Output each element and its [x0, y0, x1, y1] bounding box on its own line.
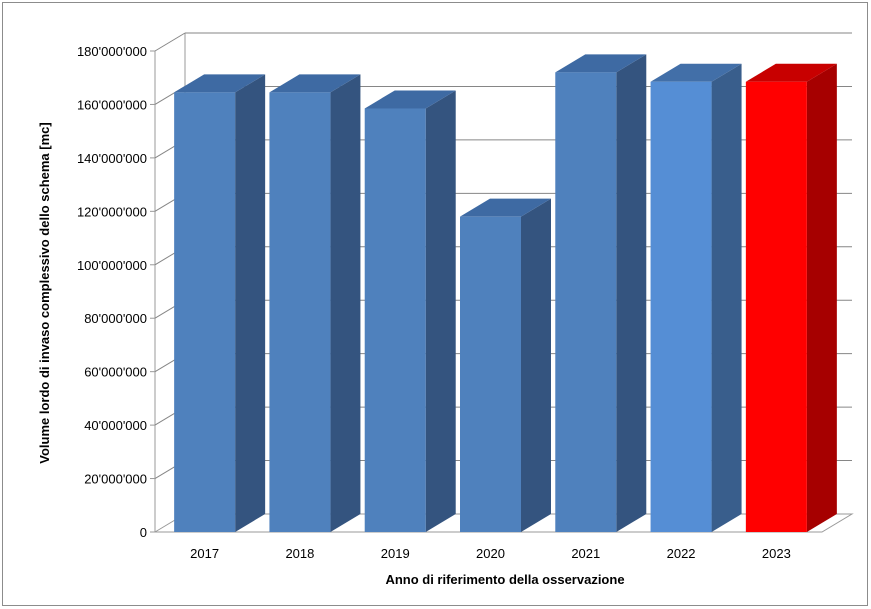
bar-side-face — [806, 63, 837, 532]
bar-2023 — [745, 63, 837, 532]
bar-2020 — [460, 198, 551, 532]
bar-side-face — [425, 90, 456, 533]
bar-top-face — [555, 54, 647, 73]
y-tick-label: 140'000'000 — [77, 151, 147, 166]
bar-2021 — [555, 54, 647, 532]
x-tick-label: 2018 — [285, 546, 314, 561]
bar-2017 — [174, 74, 266, 533]
bar-side-face — [235, 74, 266, 533]
bar-front-face — [269, 92, 331, 533]
y-tick-label: 80'000'000 — [84, 311, 147, 326]
y-tick-label: 0 — [140, 525, 147, 540]
x-tick-label: 2019 — [381, 546, 410, 561]
bar-front-face — [650, 81, 712, 532]
y-tick-label: 60'000'000 — [84, 365, 147, 380]
y-tick-label: 100'000'000 — [77, 258, 147, 273]
bar-side-face — [521, 198, 551, 532]
gridline-slant — [154, 32, 186, 52]
bar-front-face — [555, 72, 617, 532]
x-axis-tick-labels: 2017 2018 2019 2020 2021 2022 2023 — [190, 546, 791, 561]
bar-front-face — [745, 81, 807, 532]
x-tick-label: 2017 — [190, 546, 219, 561]
bar-top-face — [745, 63, 837, 82]
x-tick-label: 2021 — [571, 546, 600, 561]
y-axis-title: Volume lordo di invaso complessivo dello… — [37, 122, 52, 463]
bar-top-face — [269, 74, 361, 93]
y-tick-label: 20'000'000 — [84, 472, 147, 487]
bar-top-face — [650, 63, 742, 82]
bar-side-face — [330, 74, 361, 533]
y-axis-tick-labels: 0 20'000'000 40'000'000 60'000'000 80'000'00… — [77, 44, 147, 540]
bar-front-face — [174, 92, 236, 533]
y-tick-label: 120'000'000 — [77, 204, 147, 219]
bar-side-face — [711, 63, 742, 532]
bar-2019 — [364, 90, 456, 533]
bar-front-face — [364, 108, 426, 533]
y-tick-label: 40'000'000 — [84, 418, 147, 433]
bar-2022 — [650, 63, 742, 532]
bar-2018 — [269, 74, 361, 533]
x-tick-label: 2023 — [762, 546, 791, 561]
y-tick-label: 160'000'000 — [77, 97, 147, 112]
x-tick-label: 2022 — [667, 546, 696, 561]
y-tick-label: 180'000'000 — [77, 44, 147, 59]
bar-top-face — [460, 198, 551, 217]
bar-side-face — [616, 54, 647, 532]
bars — [174, 54, 837, 533]
bar-top-face — [174, 74, 266, 93]
x-tick-label: 2020 — [476, 546, 505, 561]
x-axis-title: Anno di riferimento della osservazione — [385, 572, 624, 587]
bar-front-face — [460, 216, 521, 532]
bar-top-face — [364, 90, 456, 109]
